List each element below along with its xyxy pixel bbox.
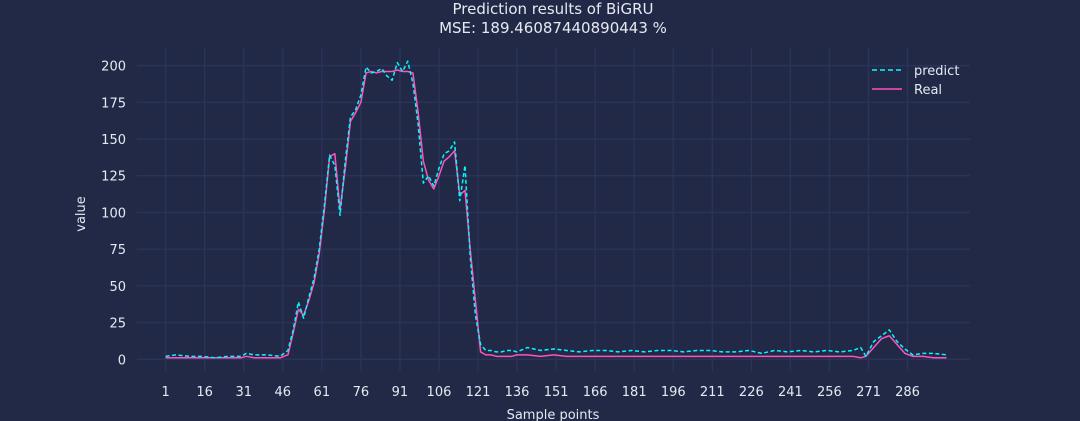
x-tick-label: 106: [427, 385, 452, 400]
x-tick-label: 286: [895, 385, 920, 400]
x-tick-label: 196: [661, 385, 686, 400]
plot-area: [165, 60, 947, 359]
x-tick-label: 31: [235, 385, 252, 400]
y-tick-label: 200: [101, 60, 126, 75]
y-tick-label: 100: [101, 206, 126, 221]
x-tick-label: 226: [739, 385, 764, 400]
legend-label-predict: predict: [914, 64, 959, 79]
x-tick-label: 136: [505, 385, 530, 400]
y-axis-label: value: [74, 196, 89, 232]
x-tick-label: 1: [161, 385, 169, 400]
x-tick-label: 46: [275, 385, 292, 400]
y-tick-label: 75: [109, 243, 126, 258]
series-line-predict: [165, 60, 947, 359]
y-tick-label: 50: [109, 280, 126, 295]
x-axis-label: Sample points: [507, 408, 600, 421]
y-axis-ticks: 0 25 50 75 100 125 150 175 200: [101, 60, 126, 369]
x-tick-label: 151: [544, 385, 569, 400]
legend-label-real: Real: [914, 83, 942, 98]
y-tick-label: 150: [101, 133, 126, 148]
x-tick-label: 241: [778, 385, 803, 400]
y-tick-label: 0: [118, 353, 126, 368]
y-tick-label: 175: [101, 96, 126, 111]
x-axis-ticks: 1 16 31 46 61 76 91 106 121 136 151 166 181 196 211 226…: [161, 385, 919, 400]
series-line-real: [165, 69, 947, 359]
x-tick-label: 76: [353, 385, 370, 400]
x-tick-label: 166: [583, 385, 608, 400]
y-tick-label: 125: [101, 170, 126, 185]
chart-subtitle: MSE: 189.46087440890443 %: [439, 19, 667, 37]
x-tick-label: 91: [392, 385, 409, 400]
x-tick-label: 16: [196, 385, 213, 400]
chart-title: Prediction results of BiGRU: [452, 0, 653, 18]
x-tick-label: 256: [817, 385, 842, 400]
x-tick-label: 211: [700, 385, 725, 400]
x-tick-label: 61: [314, 385, 331, 400]
y-tick-label: 25: [109, 317, 126, 332]
x-tick-label: 181: [622, 385, 647, 400]
x-tick-label: 271: [856, 385, 881, 400]
legend: predict Real: [872, 64, 959, 98]
x-tick-label: 121: [466, 385, 491, 400]
grid: [137, 48, 970, 371]
